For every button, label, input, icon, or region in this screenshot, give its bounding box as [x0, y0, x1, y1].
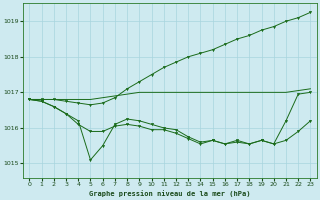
- X-axis label: Graphe pression niveau de la mer (hPa): Graphe pression niveau de la mer (hPa): [89, 190, 251, 197]
